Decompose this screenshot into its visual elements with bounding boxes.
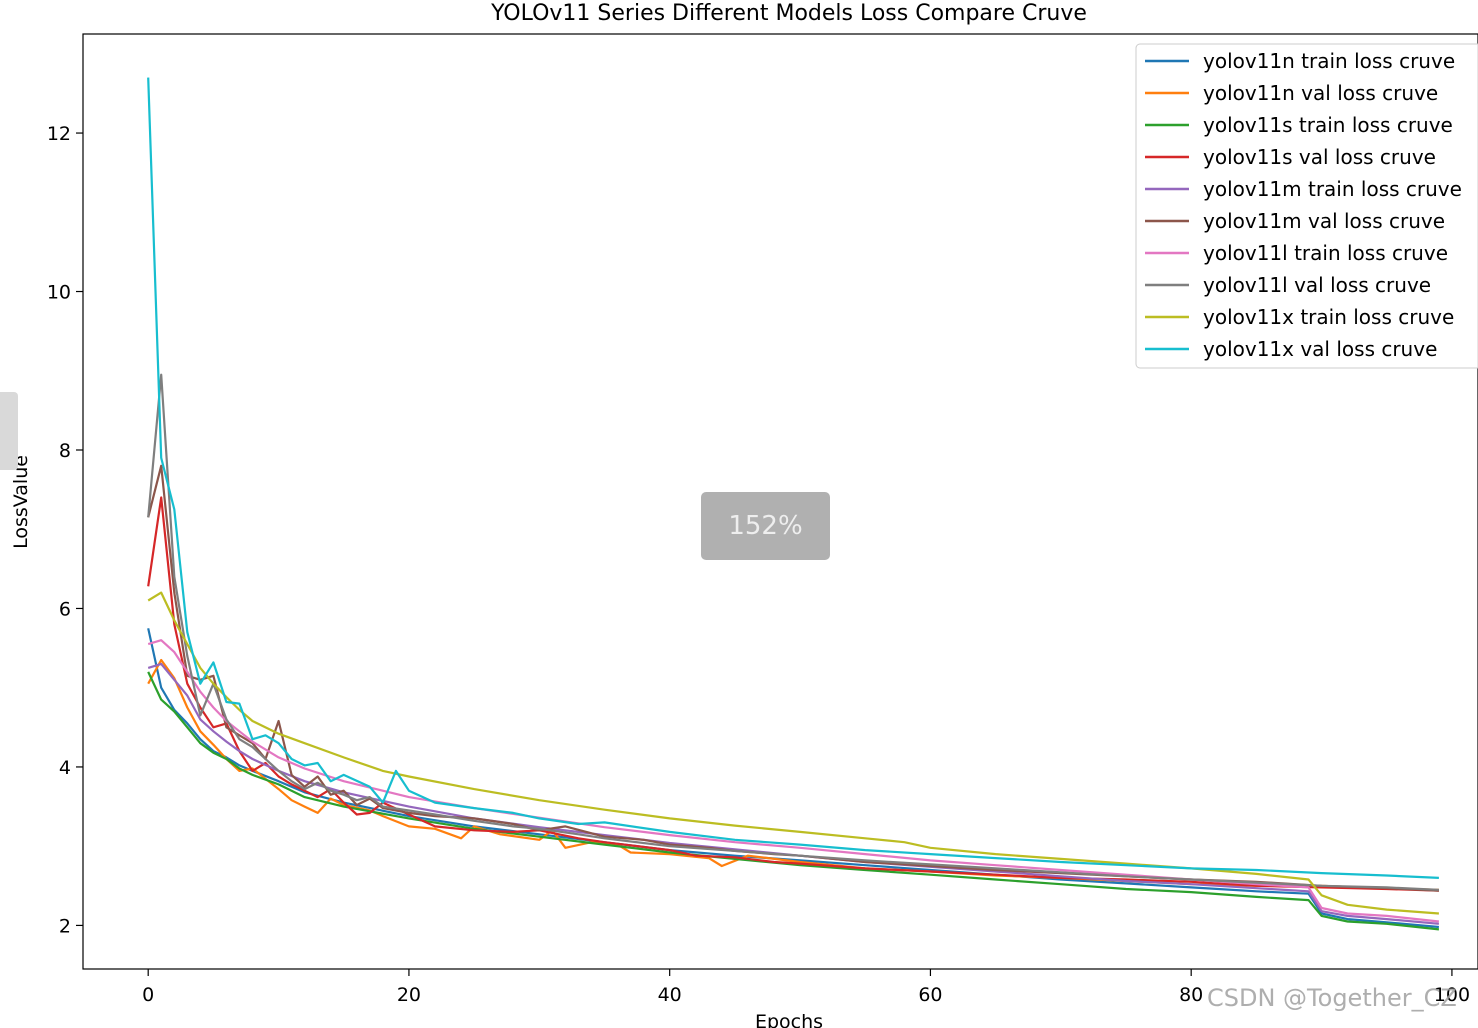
- legend: yolov11n train loss cruve yolov11n val lo…: [1135, 43, 1478, 369]
- axes-frame: [82, 33, 1478, 970]
- y-axis-ticks: 2 4 6 8 10 12: [47, 123, 83, 937]
- legend-entry-2: yolov11s train loss cruve: [1203, 113, 1453, 137]
- legend-entry-7: yolov11l val loss cruve: [1203, 273, 1431, 297]
- y-tick-label: 2: [59, 915, 71, 937]
- series-line-8: [147, 591, 1439, 915]
- legend-entry-5: yolov11m val loss cruve: [1203, 209, 1445, 233]
- zoom-level-badge: 152%: [701, 492, 830, 560]
- series-line-7: [147, 373, 1439, 891]
- y-tick-label: 8: [59, 440, 71, 462]
- x-tick-label: 0: [142, 984, 154, 1006]
- series-line-4: [147, 662, 1439, 925]
- watermark-text: CSDN @Together_CZ: [1207, 984, 1457, 1012]
- x-tick-label: 40: [658, 984, 682, 1006]
- series-line-6: [147, 639, 1440, 923]
- series-line-3: [147, 496, 1439, 892]
- legend-entry-1: yolov11n val loss cruve: [1203, 81, 1438, 105]
- plot-lines: [147, 77, 1440, 931]
- y-tick-label: 12: [47, 123, 71, 145]
- legend-entry-6: yolov11l train loss cruve: [1203, 241, 1448, 265]
- legend-box: [1135, 43, 1478, 369]
- legend-entry-3: yolov11s val loss cruve: [1203, 145, 1436, 169]
- x-axis-label: Epochs: [755, 1011, 823, 1028]
- series-line-2: [147, 671, 1440, 931]
- x-tick-label: 60: [918, 984, 942, 1006]
- legend-entry-4: yolov11m train loss cruve: [1203, 177, 1462, 201]
- legend-entry-9: yolov11x val loss cruve: [1203, 337, 1437, 361]
- series-line-9: [147, 77, 1439, 879]
- x-tick-label: 80: [1179, 984, 1203, 1006]
- chart-title: YOLOv11 Series Different Models Loss Com…: [490, 1, 1087, 26]
- legend-entry-8: yolov11x train loss cruve: [1203, 305, 1454, 329]
- x-axis-ticks: 0 20 40 60 80 100: [142, 969, 1470, 1006]
- y-tick-label: 6: [59, 598, 71, 620]
- y-axis-label: LossValue: [10, 455, 32, 549]
- y-tick-label: 4: [59, 757, 71, 779]
- x-tick-label: 20: [397, 984, 421, 1006]
- legend-entry-0: yolov11n train loss cruve: [1203, 49, 1455, 73]
- side-panel-tab[interactable]: [0, 392, 18, 470]
- y-tick-label: 10: [47, 282, 71, 304]
- x-tick-label: 100: [1434, 984, 1470, 1006]
